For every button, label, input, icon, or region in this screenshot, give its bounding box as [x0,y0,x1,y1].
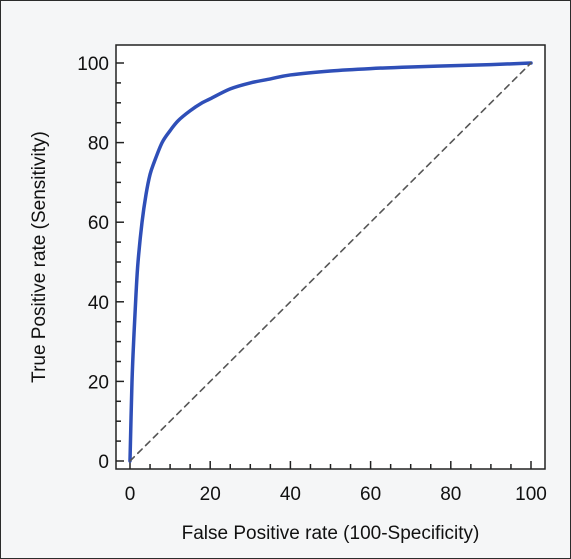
y-axis-label: True Positive rate (Sensitivity) [29,131,50,383]
x-tick-label: 80 [440,484,461,505]
y-tick-label: 20 [88,372,109,393]
y-tick-label: 40 [88,293,109,314]
x-axis-label: False Positive rate (100-Specificity) [182,523,480,544]
x-tick-label: 20 [200,484,221,505]
y-tick-label: 60 [88,213,109,234]
x-tick-label: 0 [125,484,136,505]
y-tick-label: 80 [88,134,109,155]
x-tick-label: 60 [360,484,381,505]
y-tick-label: 0 [98,452,109,473]
plot-area [115,44,546,470]
series-layer [128,61,533,463]
reference-diagonal-line [129,62,532,462]
y-axis-ticks: 0 20 40 60 80 100 [77,54,124,473]
x-tick-label: 100 [515,484,547,505]
x-tick-label: 40 [280,484,301,505]
x-axis-ticks: 0 20 40 60 80 100 [125,461,547,505]
y-tick-label: 100 [77,54,109,75]
roc-curve [128,61,533,463]
